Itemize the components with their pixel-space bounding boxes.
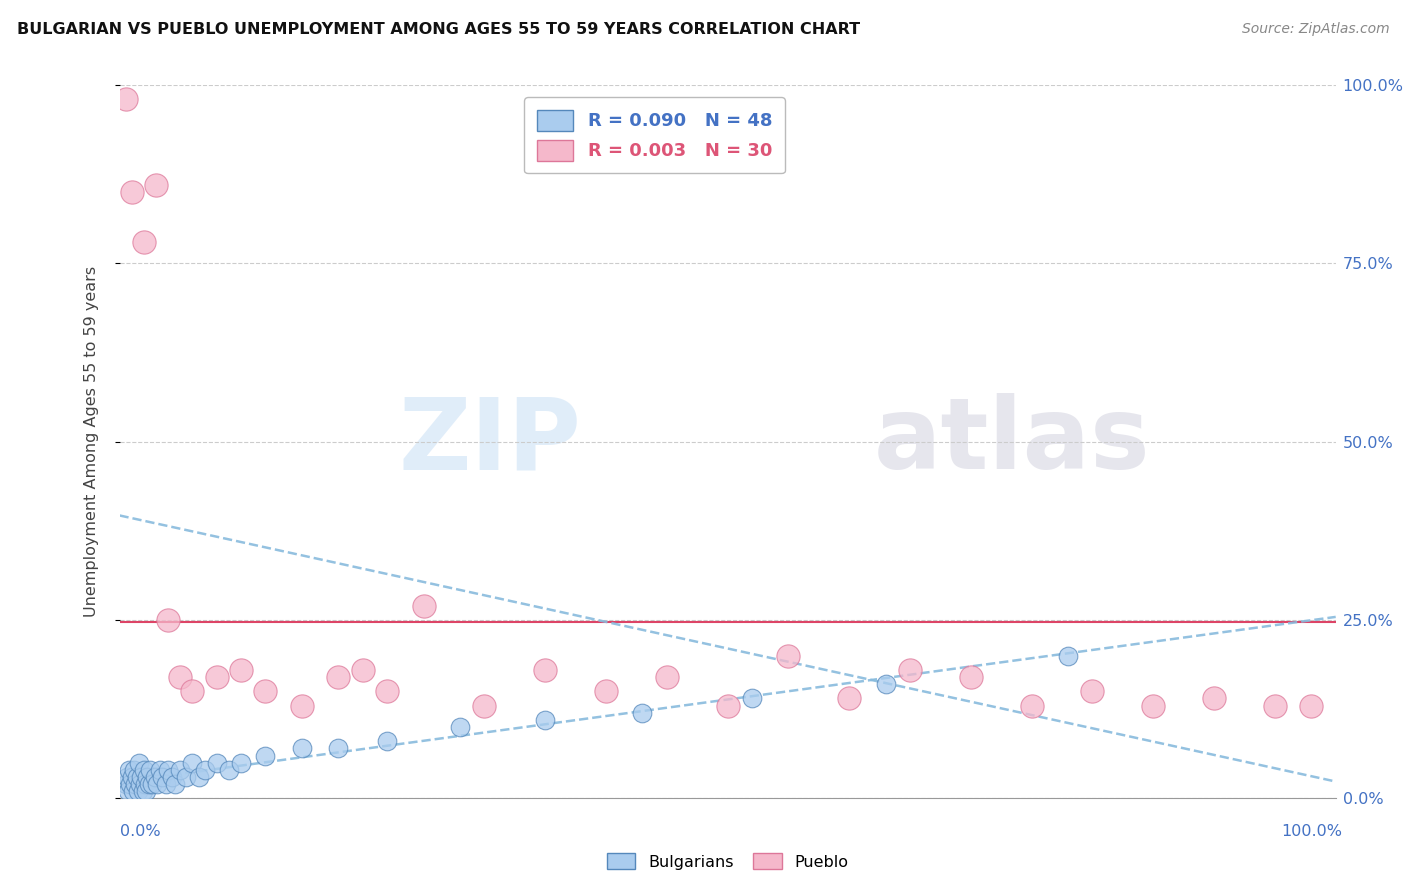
Point — [1301, 698, 1323, 713]
Text: 100.0%: 100.0% — [1282, 824, 1343, 838]
Point — [181, 684, 204, 698]
Point — [114, 777, 136, 791]
Point — [959, 670, 981, 684]
Point — [778, 648, 800, 663]
Point — [131, 770, 153, 784]
Point — [291, 698, 314, 713]
Point — [124, 777, 146, 791]
Point — [118, 763, 141, 777]
Point — [136, 770, 159, 784]
Point — [534, 663, 557, 677]
Point — [155, 777, 177, 791]
Point — [115, 770, 138, 784]
Point — [375, 734, 398, 748]
Text: atlas: atlas — [873, 393, 1150, 490]
Point — [150, 770, 173, 784]
Point — [131, 784, 153, 798]
Point — [181, 756, 204, 770]
Text: 0.0%: 0.0% — [120, 824, 160, 838]
Point — [1264, 698, 1286, 713]
Point — [165, 777, 187, 791]
Point — [132, 763, 155, 777]
Point — [328, 741, 350, 756]
Point — [291, 741, 314, 756]
Point — [534, 713, 557, 727]
Point — [138, 777, 160, 791]
Point — [121, 185, 143, 199]
Point — [472, 698, 496, 713]
Point — [129, 777, 152, 791]
Point — [1081, 684, 1104, 698]
Point — [128, 756, 150, 770]
Point — [655, 670, 678, 684]
Point — [194, 763, 217, 777]
Text: BULGARIAN VS PUEBLO UNEMPLOYMENT AMONG AGES 55 TO 59 YEARS CORRELATION CHART: BULGARIAN VS PUEBLO UNEMPLOYMENT AMONG A… — [17, 22, 860, 37]
Point — [139, 763, 162, 777]
Legend: Bulgarians, Pueblo: Bulgarians, Pueblo — [600, 847, 855, 876]
Point — [157, 763, 180, 777]
Point — [1204, 691, 1226, 706]
Point — [157, 613, 180, 627]
Point — [631, 706, 654, 720]
Point — [141, 777, 163, 791]
Point — [231, 756, 253, 770]
Point — [412, 599, 434, 613]
Point — [449, 720, 471, 734]
Point — [122, 784, 145, 798]
Text: Source: ZipAtlas.com: Source: ZipAtlas.com — [1241, 22, 1389, 37]
Point — [838, 691, 860, 706]
Text: ZIP: ZIP — [399, 393, 582, 490]
Point — [145, 178, 167, 192]
Point — [254, 748, 277, 763]
Point — [149, 763, 172, 777]
Point — [146, 777, 169, 791]
Point — [125, 770, 148, 784]
Point — [1142, 698, 1164, 713]
Point — [135, 784, 157, 798]
Point — [717, 698, 740, 713]
Point — [231, 663, 253, 677]
Point — [741, 691, 763, 706]
Point — [117, 784, 139, 798]
Point — [134, 777, 156, 791]
Point — [176, 770, 198, 784]
Point — [1057, 648, 1080, 663]
Point — [132, 235, 155, 249]
Y-axis label: Unemployment Among Ages 55 to 59 years: Unemployment Among Ages 55 to 59 years — [84, 266, 98, 617]
Point — [218, 763, 240, 777]
Point — [1021, 698, 1043, 713]
Point — [254, 684, 277, 698]
Point — [143, 770, 166, 784]
Point — [160, 770, 183, 784]
Point — [122, 763, 145, 777]
Point — [114, 92, 136, 106]
Point — [120, 777, 142, 791]
Point — [352, 663, 374, 677]
Point — [169, 670, 191, 684]
Point — [127, 784, 149, 798]
Point — [205, 670, 228, 684]
Point — [898, 663, 921, 677]
Point — [205, 756, 228, 770]
Point — [375, 684, 398, 698]
Point — [169, 763, 191, 777]
Point — [595, 684, 617, 698]
Point — [328, 670, 350, 684]
Point — [121, 770, 143, 784]
Point — [187, 770, 209, 784]
Point — [875, 677, 897, 691]
